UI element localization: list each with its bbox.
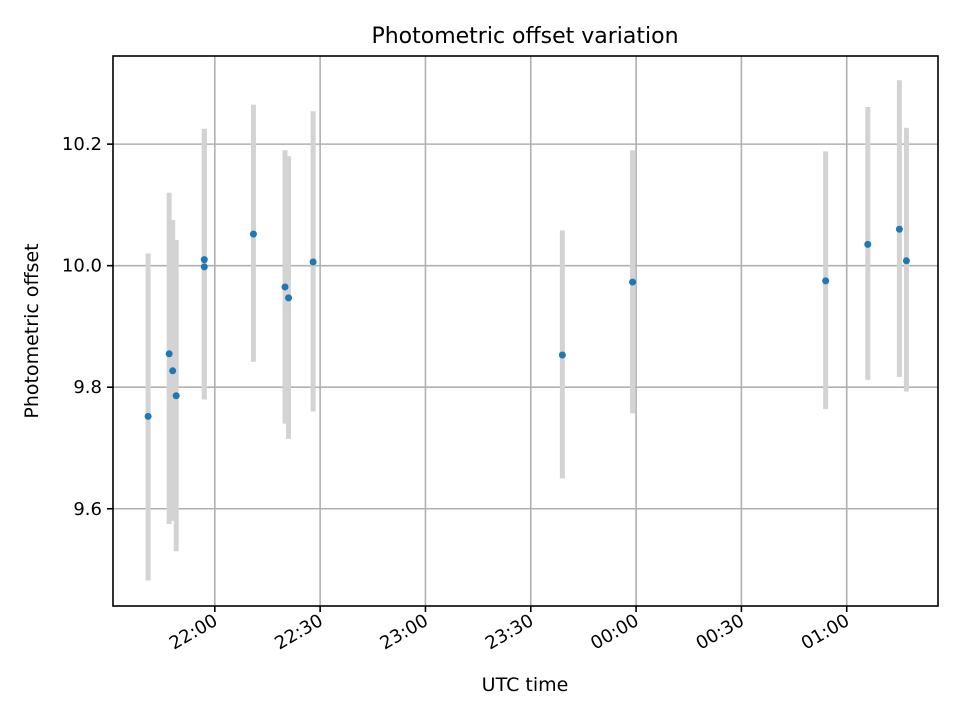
chart-title: Photometric offset variation (371, 24, 678, 49)
data-point (169, 367, 177, 375)
grid-lines (113, 56, 938, 606)
data-point (629, 278, 637, 286)
data-point (200, 256, 208, 264)
data-point (281, 283, 289, 291)
y-tick-label: 10.0 (62, 256, 102, 277)
data-points (144, 225, 910, 420)
y-tick-label: 9.6 (73, 499, 102, 520)
data-point (309, 258, 317, 266)
data-point (249, 230, 257, 238)
data-point (172, 392, 180, 400)
data-point (200, 263, 208, 271)
y-axis-label: Photometric offset (21, 243, 43, 418)
data-point (895, 225, 903, 233)
data-point (902, 257, 910, 265)
data-point (285, 294, 293, 302)
data-point (558, 351, 566, 359)
data-point (864, 240, 872, 248)
y-tick-label: 9.8 (73, 377, 102, 398)
axes-frame (112, 55, 939, 607)
y-tick-label: 10.2 (62, 134, 102, 155)
y-axis-ticks: 9.6 9.8 10.0 10.2 (62, 134, 113, 520)
data-point (144, 412, 152, 420)
data-point (822, 277, 830, 285)
x-axis-label: UTC time (482, 674, 569, 696)
data-point (165, 350, 173, 358)
